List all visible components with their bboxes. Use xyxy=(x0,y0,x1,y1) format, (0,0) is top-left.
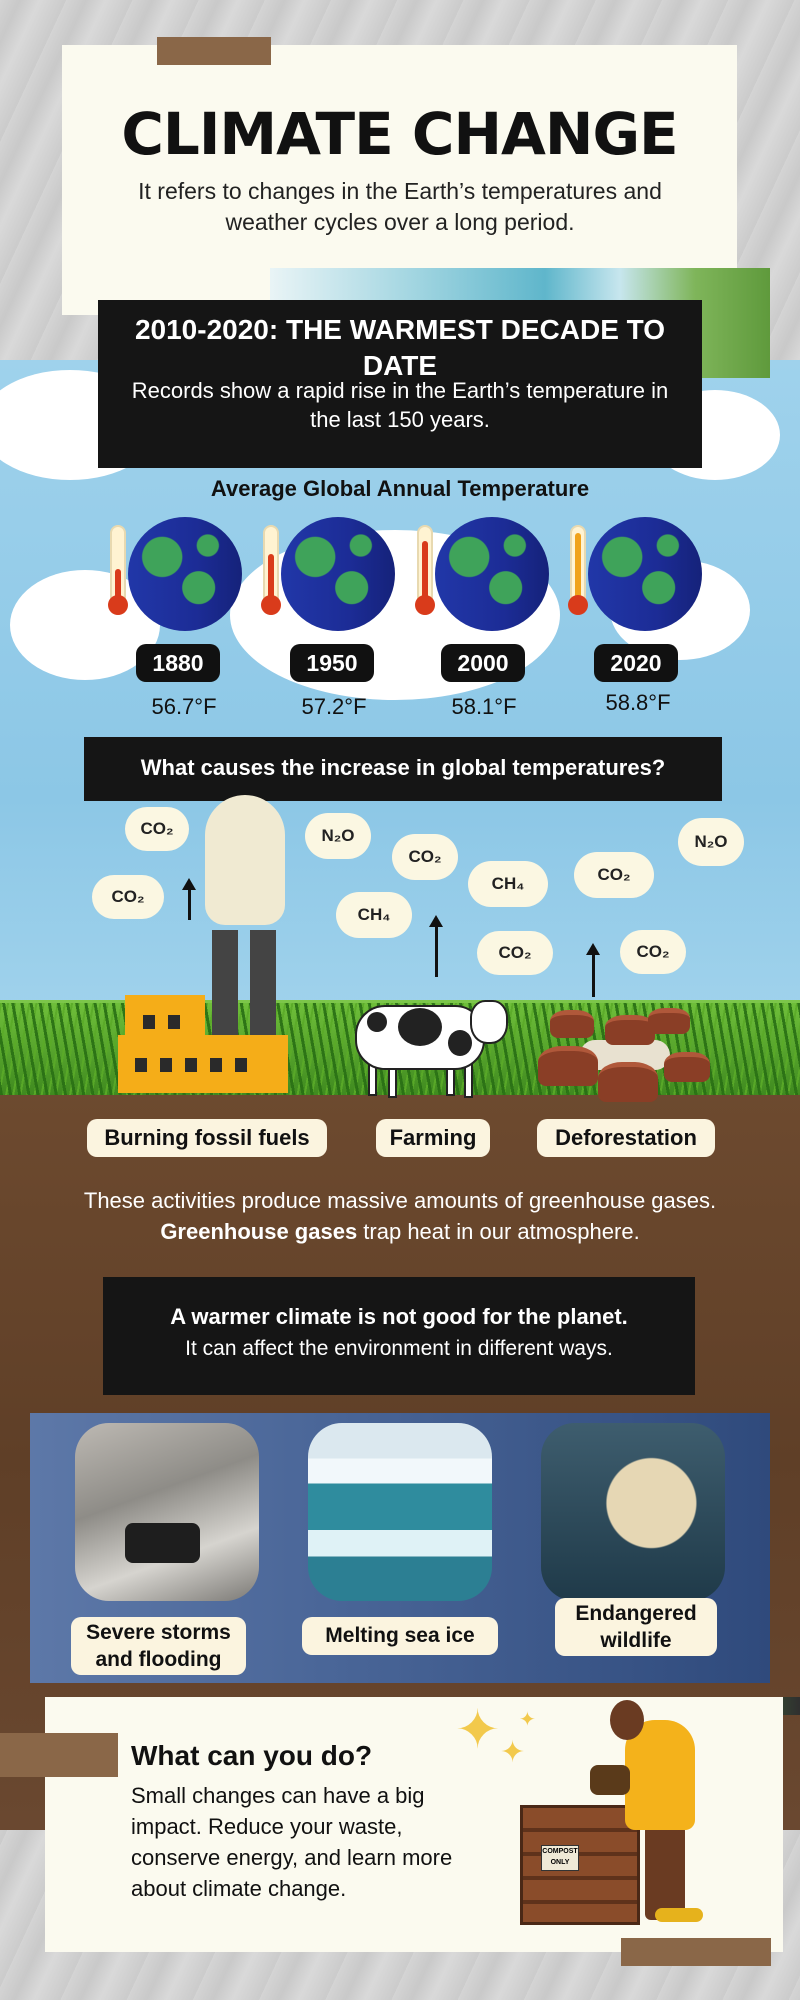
thermometer-icon xyxy=(415,525,435,615)
gas-cloud-co2: CO₂ xyxy=(482,936,548,970)
person-legs xyxy=(645,1825,685,1920)
thermometer-icon xyxy=(108,525,128,615)
factory-window xyxy=(210,1058,222,1072)
sparkle-icon: ✦ xyxy=(519,1709,536,1731)
cow-head xyxy=(470,1000,508,1044)
temperature-value-1950: 57.2°F xyxy=(301,694,367,719)
action-title: What can you do? xyxy=(131,1740,373,1771)
warmest-decade-banner: 2010-2020: THE WARMEST DECADE TO DATE Re… xyxy=(98,300,702,468)
globe-icon xyxy=(435,517,549,631)
factory-window xyxy=(160,1058,172,1072)
factory-window xyxy=(235,1058,247,1072)
smokestack xyxy=(250,930,276,1040)
gas-cloud-co2: CO₂ xyxy=(625,935,681,969)
greenhouse-gases-term: Greenhouse gases xyxy=(160,1219,358,1244)
action-text: Small changes can have a big impact. Red… xyxy=(131,1783,453,1901)
tree-stump-icon xyxy=(664,1052,710,1082)
storm-photo xyxy=(75,1423,259,1601)
tree-stump-icon xyxy=(550,1010,594,1038)
globe-icon xyxy=(281,517,395,631)
factory-window xyxy=(143,1015,155,1029)
polar-bear-photo xyxy=(541,1423,725,1601)
person-head xyxy=(610,1700,644,1740)
temperature-value-1880: 56.7°F xyxy=(151,694,217,719)
sparkle-icon: ✦ xyxy=(500,1736,526,1769)
cow-spot xyxy=(398,1008,442,1046)
tree-stump-icon xyxy=(605,1015,655,1045)
factory-building xyxy=(125,995,205,1040)
globe-icon xyxy=(128,517,242,631)
temperature-value-2020: 58.8°F xyxy=(605,690,671,715)
arrow-up-icon xyxy=(586,943,600,997)
temperature-value-2000: 58.1°F xyxy=(451,694,517,719)
tree-stump-icon xyxy=(598,1062,658,1102)
gas-cloud-co2: CO₂ xyxy=(97,880,159,914)
effects-headline: A warmer climate is not good for the pla… xyxy=(170,1304,628,1329)
factory-window xyxy=(168,1015,180,1029)
globe-icon xyxy=(588,517,702,631)
tree-stump-icon xyxy=(648,1008,690,1034)
causes-banner: What causes the increase in global tempe… xyxy=(84,737,722,801)
compost-bucket-icon xyxy=(590,1765,630,1795)
gas-cloud-co2: CO₂ xyxy=(579,857,649,893)
year-badge-1950: 1950 xyxy=(290,644,374,682)
effect-label-wildlife: Endangered wildlife xyxy=(555,1598,717,1656)
tape-decoration xyxy=(0,1733,118,1777)
person-illustration xyxy=(625,1720,695,1830)
tree-stump-icon xyxy=(538,1046,598,1086)
page-subtitle: It refers to changes in the Earth’s temp… xyxy=(138,178,662,235)
temperature-heading: Average Global Annual Temperature xyxy=(210,476,590,501)
arrow-up-icon xyxy=(182,878,196,920)
person-shoes xyxy=(655,1908,703,1922)
truck-silhouette xyxy=(125,1523,200,1563)
effect-label-sea-ice: Melting sea ice xyxy=(302,1617,498,1655)
greenhouse-text-part: trap heat in our atmosphere. xyxy=(357,1219,640,1244)
sparkle-icon: ✦ xyxy=(455,1700,501,1760)
causes-question: What causes the increase in global tempe… xyxy=(140,755,666,780)
sea-ice-photo xyxy=(308,1423,492,1601)
effects-subline: It can affect the environment in differe… xyxy=(185,1337,613,1360)
gas-cloud-ch4: CH₄ xyxy=(473,866,543,902)
effect-label-storms: Severe storms and flooding xyxy=(71,1617,246,1675)
thermometer-icon xyxy=(568,525,588,615)
gas-cloud-co2: CO₂ xyxy=(130,812,184,846)
gas-cloud-n2o: N₂O xyxy=(310,818,366,854)
warmest-decade-title: 2010-2020: THE WARMEST DECADE TO DATE xyxy=(134,314,666,381)
gas-cloud-co2: CO₂ xyxy=(397,839,453,875)
thermometer-icon xyxy=(261,525,281,615)
compost-tag: COMPOST ONLY xyxy=(541,1845,579,1871)
year-badge-1880: 1880 xyxy=(136,644,220,682)
year-badge-2020: 2020 xyxy=(594,644,678,682)
effects-banner: A warmer climate is not good for the pla… xyxy=(103,1277,695,1395)
tape-decoration xyxy=(157,37,271,65)
cow-spot xyxy=(448,1030,472,1056)
gas-cloud-ch4: CH₄ xyxy=(341,897,407,933)
smokestack xyxy=(212,930,238,1040)
cow-spot xyxy=(367,1012,387,1032)
cause-label-deforestation: Deforestation xyxy=(537,1119,715,1157)
gas-cloud-n2o: N₂O xyxy=(683,823,739,861)
greenhouse-text-part: These activities produce massive amounts… xyxy=(83,1188,717,1213)
greenhouse-gases-text: These activities produce massive amounts… xyxy=(60,1185,740,1247)
factory-window xyxy=(185,1058,197,1072)
factory-window xyxy=(135,1058,147,1072)
compost-bin-icon xyxy=(520,1805,640,1925)
arrow-up-icon xyxy=(429,915,443,977)
cause-label-fossil-fuels: Burning fossil fuels xyxy=(87,1119,327,1157)
warmest-decade-text: Records show a rapid rise in the Earth’s… xyxy=(131,378,669,432)
smoke-plume xyxy=(205,795,285,925)
page-title: CLIMATE CHANGE xyxy=(121,100,678,168)
year-badge-2000: 2000 xyxy=(441,644,525,682)
tape-decoration xyxy=(621,1938,771,1966)
cause-label-farming: Farming xyxy=(376,1119,490,1157)
